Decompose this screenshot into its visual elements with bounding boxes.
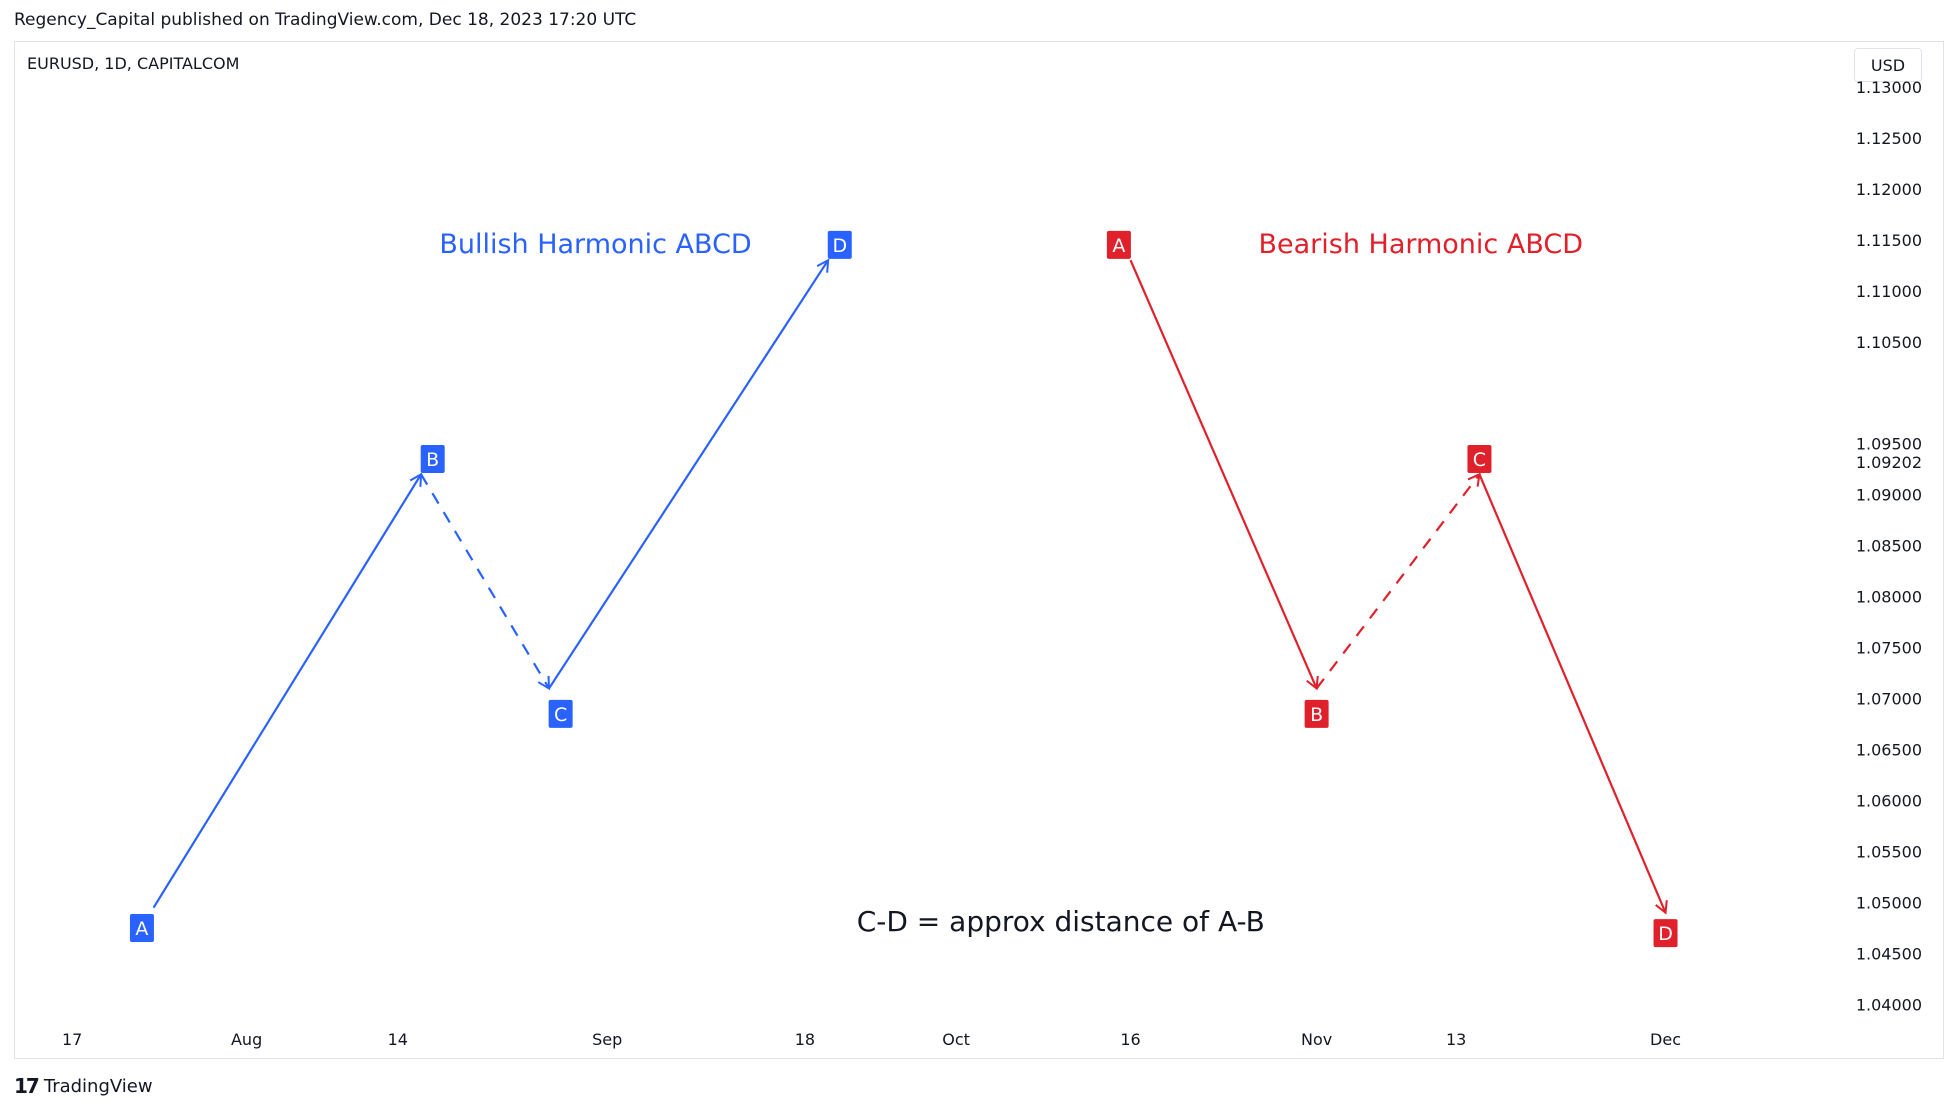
point-label-b: B (1310, 704, 1323, 726)
bearish-abcd-pattern[interactable]: A B C D (1106, 230, 1678, 948)
time-tick-label: Dec (1650, 1030, 1681, 1049)
time-tick-label: 17 (62, 1030, 82, 1049)
point-label-box[interactable] (420, 445, 445, 474)
pattern-drawings[interactable]: A B C D A B C D (129, 230, 1678, 948)
annotations: Bullish Harmonic ABCD Bearish Harmonic AB… (439, 229, 1583, 938)
bullish-title[interactable]: Bullish Harmonic ABCD (439, 229, 751, 260)
point-label-box[interactable] (129, 914, 154, 943)
leg-a-b[interactable] (152, 474, 422, 909)
price-tick-label: 1.08500 (1856, 537, 1922, 556)
brand-name: TradingView (43, 1075, 153, 1097)
bullish-abcd-pattern[interactable]: A B C D (129, 230, 852, 943)
price-tick-label: 1.06500 (1856, 741, 1922, 760)
price-tick-label: 1.07000 (1856, 690, 1922, 709)
price-tick-label: 1.07500 (1856, 639, 1922, 658)
tradingview-logo-icon: 17 (14, 1074, 40, 1098)
point-label-box[interactable] (827, 230, 852, 259)
tradingview-logo[interactable]: 17 TradingView (14, 1074, 153, 1098)
leg-a-b[interactable] (1129, 259, 1317, 688)
price-tick-label: 1.10500 (1856, 333, 1922, 352)
point-label-c: C (1473, 449, 1486, 471)
publish-info: Regency_Capital published on TradingView… (14, 10, 637, 30)
price-tick-label: 1.04000 (1856, 996, 1922, 1015)
price-tick-label: 1.11000 (1856, 282, 1922, 301)
point-label-box[interactable] (548, 699, 573, 728)
time-tick-label: Nov (1301, 1030, 1332, 1049)
point-label-c: C (554, 704, 567, 726)
leg-b-c[interactable] (1315, 474, 1480, 690)
price-tick-label: 1.09500 (1856, 435, 1922, 454)
price-tick-label: 1.11500 (1856, 231, 1922, 250)
price-tick-label: 1.05000 (1856, 894, 1922, 913)
price-tick-label: 1.09000 (1856, 486, 1922, 505)
point-label-box[interactable] (1106, 230, 1131, 259)
price-tick-label: 1.12000 (1856, 180, 1922, 199)
current-price-label: 1.09202 (1856, 453, 1922, 472)
currency-button[interactable]: USD (1854, 48, 1922, 82)
leg-c-d[interactable] (548, 260, 828, 690)
price-tick-label: 1.05500 (1856, 843, 1922, 862)
time-tick-label: 18 (795, 1030, 815, 1049)
point-label-a: A (1112, 235, 1125, 257)
price-tick-label: 1.08000 (1856, 588, 1922, 607)
time-tick-label: Oct (942, 1030, 970, 1049)
cd-ab-note[interactable]: C-D = approx distance of A-B (857, 905, 1265, 938)
price-tick-label: 1.04500 (1856, 945, 1922, 964)
time-tick-label: Sep (592, 1030, 622, 1049)
time-tick-label: 14 (388, 1030, 408, 1049)
time-axis[interactable]: 17 Aug 14 Sep 18 Oct 16 Nov 13 Dec (62, 1030, 1681, 1049)
time-tick-label: Aug (231, 1030, 262, 1049)
chart-frame (14, 41, 1944, 1059)
point-label-box[interactable] (1467, 445, 1492, 474)
leg-c-d[interactable] (1478, 473, 1665, 912)
symbol-info[interactable]: EURUSD, 1D, CAPITALCOM (27, 54, 240, 73)
price-tick-label: 1.13000 (1856, 78, 1922, 97)
time-tick-label: 16 (1120, 1030, 1140, 1049)
point-label-b: B (426, 449, 439, 471)
bearish-title[interactable]: Bearish Harmonic ABCD (1258, 229, 1583, 260)
time-tick-label: 13 (1446, 1030, 1466, 1049)
price-tick-label: 1.06000 (1856, 792, 1922, 811)
point-label-d: D (832, 235, 847, 257)
point-label-box[interactable] (1653, 919, 1678, 948)
leg-b-c[interactable] (420, 473, 549, 688)
point-label-a: A (135, 918, 148, 940)
price-tick-label: 1.12500 (1856, 129, 1922, 148)
point-label-box[interactable] (1304, 699, 1329, 728)
point-label-d: D (1658, 923, 1673, 945)
price-axis[interactable]: 1.04000 1.04500 1.05000 1.05500 1.06000 1.065… (1856, 78, 1922, 1015)
